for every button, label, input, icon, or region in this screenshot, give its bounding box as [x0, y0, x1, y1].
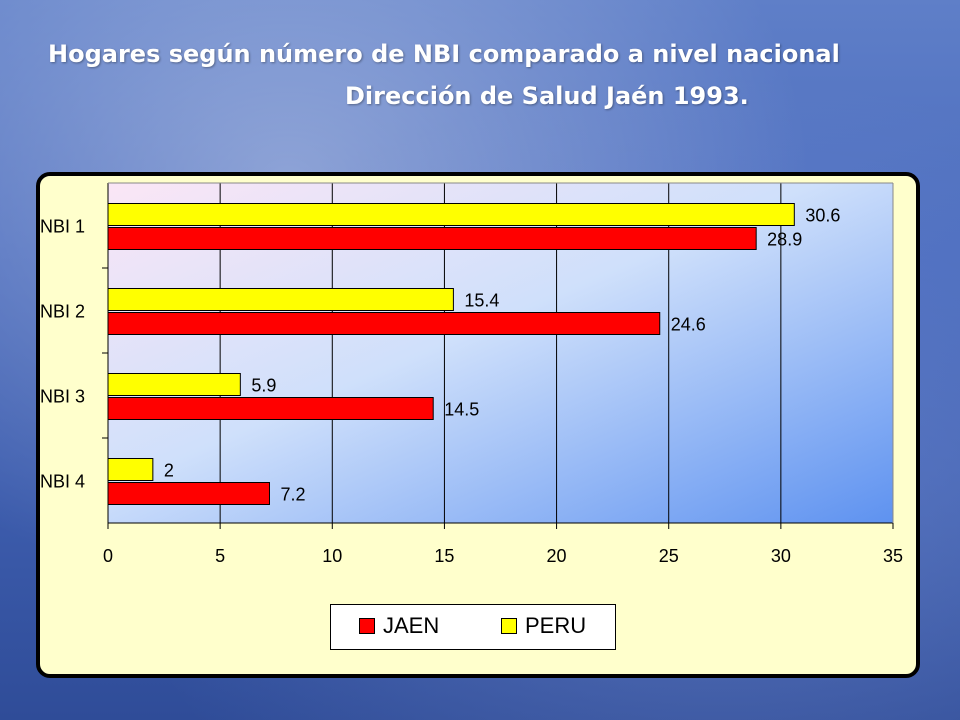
- legend-item-jaen: JAEN: [359, 613, 439, 639]
- data-label-peru: 15.4: [464, 291, 499, 311]
- data-label-jaen: 14.5: [444, 400, 479, 420]
- category-label: NBI 4: [40, 472, 85, 492]
- data-label-jaen: 7.2: [280, 485, 305, 505]
- bar-peru: [107, 373, 241, 396]
- x-tick-label: 10: [322, 546, 342, 566]
- axes: [102, 182, 894, 529]
- legend-label-jaen: JAEN: [383, 613, 440, 638]
- category-label: NBI 3: [40, 387, 85, 407]
- x-tick-label: 35: [883, 546, 903, 566]
- bars: [107, 203, 795, 505]
- category-label: NBI 2: [40, 302, 85, 322]
- bar-peru: [107, 288, 454, 311]
- bar-jaen: [107, 482, 270, 505]
- data-label-jaen: 24.6: [671, 315, 706, 335]
- title-line-2: Dirección de Salud Jaén 1993.: [345, 82, 749, 110]
- legend-item-peru: PERU: [501, 613, 586, 639]
- labels: 0 5 10 15 20 25 30 35 NBI 1 30.628.9 NBI 2 15.4 24.6…: [40, 206, 903, 567]
- x-tick-label: 20: [547, 546, 567, 566]
- legend-swatch-peru: [501, 618, 517, 634]
- x-tick-label: 15: [434, 546, 454, 566]
- category-label: NBI 1: [40, 217, 85, 237]
- bar-jaen: [107, 312, 661, 335]
- title-line-1: Hogares según número de NBI comparado a …: [48, 40, 840, 68]
- x-tick-label: 0: [103, 546, 113, 566]
- bar-peru: [107, 458, 154, 481]
- data-label-peru: 2: [164, 461, 174, 481]
- bar-jaen: [107, 227, 757, 250]
- legend-label-peru: PERU: [525, 613, 587, 638]
- x-tick-label: 5: [215, 546, 225, 566]
- data-label-peru: 5.9: [251, 376, 276, 396]
- data-label-jaen: 28.9: [767, 230, 802, 250]
- chart-legend: JAEN PERU: [330, 604, 616, 650]
- x-tick-label: 25: [659, 546, 679, 566]
- legend-swatch-jaen: [359, 618, 375, 634]
- data-label-peru: 30.6: [805, 206, 840, 226]
- bar-jaen: [107, 397, 434, 420]
- x-tick-label: 30: [771, 546, 791, 566]
- bar-peru: [107, 203, 795, 226]
